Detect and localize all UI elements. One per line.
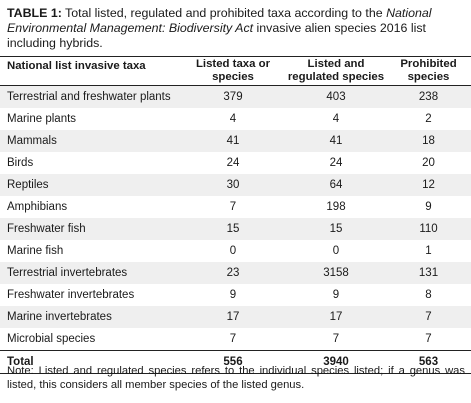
table-header: National list invasive taxa Listed taxa … — [0, 56, 471, 86]
total-regulated-value: 3940 — [286, 350, 386, 374]
header-prohibited: Prohibited species — [386, 56, 471, 86]
total-row: Total 556 3940 563 — [0, 350, 471, 374]
row-prohibited-value: 12 — [386, 174, 471, 196]
table-row: Freshwater fish 15 15 110 — [0, 218, 471, 240]
table-row: Terrestrial and freshwater plants 379 403 2… — [0, 85, 471, 108]
row-taxa-name: Marine fish — [7, 245, 64, 257]
header-listed: Listed taxa or species — [180, 56, 286, 86]
row-prohibited-value: 7 — [386, 306, 471, 328]
row-taxa-name: Terrestrial and freshwater plants — [0, 85, 180, 108]
row-listed-value: 30 — [180, 174, 286, 196]
table-caption: TABLE 1: Total listed, regulated and pro… — [7, 6, 465, 51]
row-taxa-name: Birds — [7, 157, 34, 169]
caption-text-before: Total listed, regulated and prohibited t… — [61, 6, 387, 20]
table-row: Marine plants 4 4 2 — [0, 108, 471, 130]
row-regulated-value: 15 — [286, 218, 386, 240]
row-prohibited-value: 20 — [422, 157, 435, 169]
table-row: Marine invertebrates 17 17 7 — [0, 306, 471, 328]
row-regulated-value: 64 — [286, 174, 386, 196]
row-prohibited-value: 131 — [386, 262, 471, 284]
table-row: Birds 24 24 20 — [0, 152, 471, 174]
row-prohibited-value: 7 — [425, 333, 432, 345]
row-listed-value: 4 — [229, 113, 237, 125]
row-prohibited-value: 238 — [386, 85, 471, 108]
caption-label: TABLE 1: — [7, 6, 62, 20]
table-row: Reptiles 30 64 12 — [0, 174, 471, 196]
row-regulated-value: 198 — [326, 201, 346, 213]
table-body: Terrestrial and freshwater plants 379 403 2… — [0, 85, 471, 374]
row-taxa-name: Terrestrial invertebrates — [0, 262, 180, 284]
total-prohibited-value: 563 — [386, 350, 471, 374]
header-taxa: National list invasive taxa — [0, 56, 180, 86]
row-taxa-name: Amphibians — [7, 201, 68, 213]
row-prohibited-value: 18 — [386, 130, 471, 152]
row-taxa-name: Marine plants — [7, 113, 77, 125]
row-regulated-value: 3158 — [286, 262, 386, 284]
table-row: Microbial species 7 7 7 — [0, 328, 471, 351]
row-prohibited-value: 1 — [425, 245, 432, 257]
row-regulated-value: 9 — [332, 289, 340, 301]
row-regulated-value: 17 — [286, 306, 386, 328]
total-label: Total — [0, 350, 180, 374]
row-listed-value: 7 — [229, 333, 237, 345]
row-prohibited-value: 8 — [425, 289, 432, 301]
row-taxa-name: Mammals — [0, 130, 180, 152]
caption-text-after: invasive alien species 2016 list includi… — [7, 21, 426, 50]
row-taxa-name: Marine invertebrates — [0, 306, 180, 328]
row-prohibited-value: 2 — [425, 113, 432, 125]
row-prohibited-value: 110 — [386, 218, 471, 240]
row-regulated-value: 7 — [332, 333, 340, 345]
row-taxa-name: Microbial species — [7, 333, 96, 345]
row-taxa-name: Freshwater fish — [0, 218, 180, 240]
table-row: Marine fish 0 0 1 — [0, 240, 471, 262]
row-listed-value: 17 — [180, 306, 286, 328]
row-taxa-name: Reptiles — [0, 174, 180, 196]
row-taxa-name: Freshwater invertebrates — [7, 289, 135, 301]
row-regulated-value: 403 — [286, 85, 386, 108]
table-note: Note: Listed and regulated species refer… — [7, 365, 465, 391]
invasive-taxa-table: National list invasive taxa Listed taxa … — [0, 56, 471, 374]
row-regulated-value: 0 — [332, 245, 340, 257]
row-listed-value: 24 — [226, 157, 240, 169]
table-row: Freshwater invertebrates 9 9 8 — [0, 284, 471, 306]
row-listed-value: 379 — [180, 85, 286, 108]
row-listed-value: 7 — [229, 201, 237, 213]
row-listed-value: 9 — [229, 289, 237, 301]
row-regulated-value: 24 — [329, 157, 343, 169]
row-prohibited-value: 9 — [425, 201, 432, 213]
caption-italic-title: National Environmental Management: Biodi… — [7, 6, 432, 35]
table-row: Mammals 41 41 18 — [0, 130, 471, 152]
table-row: Amphibians 7 198 9 — [0, 196, 471, 218]
row-listed-value: 15 — [180, 218, 286, 240]
total-listed-value: 556 — [180, 350, 286, 374]
row-listed-value: 23 — [180, 262, 286, 284]
header-row: National list invasive taxa Listed taxa … — [0, 56, 471, 86]
row-regulated-value: 4 — [332, 113, 340, 125]
row-listed-value: 0 — [229, 245, 237, 257]
row-regulated-value: 41 — [286, 130, 386, 152]
header-regulated: Listed and regulated species — [286, 56, 386, 86]
row-listed-value: 41 — [180, 130, 286, 152]
table-row: Terrestrial invertebrates 23 3158 131 — [0, 262, 471, 284]
